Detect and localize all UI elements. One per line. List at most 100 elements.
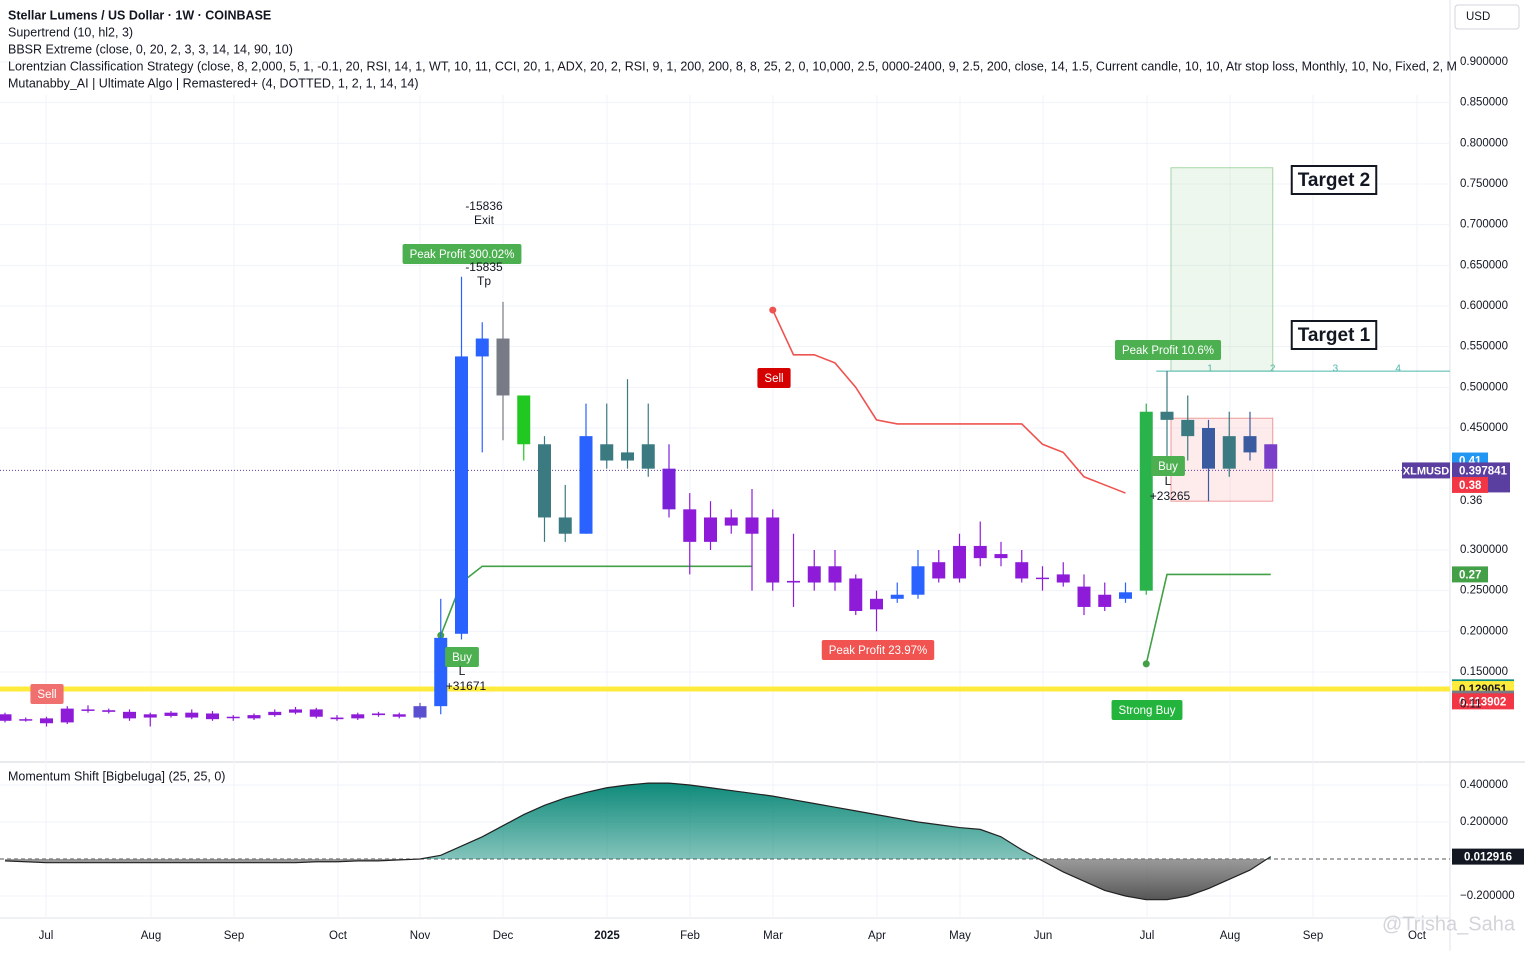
annotation: +31671 bbox=[446, 679, 487, 693]
annotation: -15836 bbox=[465, 199, 503, 213]
candle-body bbox=[309, 709, 323, 717]
candle-body bbox=[641, 444, 655, 469]
candle-body bbox=[60, 708, 74, 723]
y-tick-label: 0.200000 bbox=[1460, 816, 1508, 828]
y-tick-label: 0.650000 bbox=[1460, 259, 1508, 271]
x-tick-label: Dec bbox=[493, 930, 514, 942]
x-tick-label: Sep bbox=[224, 930, 244, 942]
candle-body bbox=[1015, 562, 1029, 579]
annotation: Strong Buy bbox=[1119, 705, 1176, 717]
annotation: Peak Profit 23.97% bbox=[829, 645, 927, 657]
x-tick-label: Feb bbox=[680, 930, 700, 942]
annotation-box bbox=[1290, 320, 1378, 350]
symbol-badge bbox=[1402, 462, 1450, 479]
candle-body bbox=[455, 356, 468, 634]
candle-body bbox=[475, 338, 489, 357]
annotation-box bbox=[821, 640, 935, 660]
supertrend-start bbox=[769, 306, 777, 314]
annotation: +23265 bbox=[1150, 489, 1191, 503]
x-tick-label: Mar bbox=[763, 930, 783, 942]
annotation: Target 1 bbox=[1298, 325, 1371, 346]
price-badge-label: 0.113902 bbox=[1459, 696, 1506, 708]
candle-body bbox=[724, 517, 738, 526]
x-tick-label: Aug bbox=[141, 930, 161, 942]
x-tick-label: Oct bbox=[1408, 930, 1427, 942]
candle-body bbox=[1077, 586, 1091, 607]
candle-body bbox=[392, 714, 406, 717]
y-tick-label: 0.800000 bbox=[1460, 137, 1508, 149]
candle-body bbox=[662, 468, 676, 510]
candle-body bbox=[870, 598, 883, 610]
candle-body bbox=[268, 711, 282, 716]
y-tick-label: 0.450000 bbox=[1460, 422, 1508, 434]
x-tick-label: May bbox=[949, 930, 971, 942]
candle-body bbox=[973, 545, 987, 559]
annotation: Buy bbox=[1158, 461, 1178, 473]
price-label: 0.11 bbox=[1460, 699, 1482, 711]
annotation: Peak Profit 300.02% bbox=[410, 249, 515, 261]
indicator: BBSR Extreme (close, 0, 20, 2, 3, 3, 14,… bbox=[8, 42, 293, 56]
candle-body bbox=[1056, 574, 1070, 583]
momentum-area-pos bbox=[5, 783, 1271, 859]
annotation: Exit bbox=[474, 213, 495, 227]
entry-label: 3 bbox=[1333, 364, 1339, 375]
candle-body bbox=[351, 714, 365, 719]
supertrend-line bbox=[1145, 573, 1271, 665]
supertrend-line bbox=[440, 565, 752, 636]
candle-body bbox=[953, 545, 966, 579]
candle-body bbox=[1036, 577, 1049, 580]
entry-label: 2 bbox=[1270, 364, 1276, 375]
candle-body bbox=[372, 713, 385, 716]
candle-body bbox=[330, 717, 344, 720]
y-tick-label: 0.850000 bbox=[1460, 97, 1508, 109]
target-zone bbox=[1170, 167, 1274, 372]
candle-body bbox=[1243, 436, 1257, 453]
indicator: Lorentzian Classification Strategy (clos… bbox=[8, 59, 1457, 73]
annotation: Sell bbox=[764, 373, 783, 385]
x-tick-label: Jul bbox=[1140, 930, 1155, 942]
currency-button[interactable] bbox=[1454, 4, 1520, 30]
candle-body bbox=[289, 709, 302, 713]
y-tick-label: 0.200000 bbox=[1460, 625, 1508, 637]
candle-body bbox=[911, 566, 925, 595]
y-tick-label: 0.150000 bbox=[1460, 666, 1508, 678]
momentum-badge-label: 0.012916 bbox=[1464, 852, 1512, 864]
candle-body bbox=[123, 711, 136, 719]
candle-body bbox=[1160, 411, 1174, 420]
price-badge-label: 0.38 bbox=[1459, 480, 1482, 492]
y-tick-label: 0.550000 bbox=[1460, 341, 1508, 353]
candle-body bbox=[102, 710, 116, 712]
candle-body bbox=[185, 712, 199, 718]
candle-body bbox=[206, 713, 219, 720]
annotation-box bbox=[1114, 340, 1222, 360]
x-tick-label: Sep bbox=[1303, 930, 1323, 942]
annotation-box bbox=[757, 368, 791, 388]
candle-body bbox=[787, 580, 800, 583]
candle-body bbox=[496, 338, 510, 396]
candle-body bbox=[19, 719, 33, 721]
price-badge bbox=[1452, 476, 1488, 493]
y-tick-label: 0.500000 bbox=[1460, 381, 1508, 393]
candle-body bbox=[828, 566, 842, 583]
candle-body bbox=[1222, 436, 1236, 469]
annotation: Buy bbox=[452, 652, 472, 664]
candle-body bbox=[704, 517, 717, 542]
candle-body bbox=[1139, 411, 1153, 591]
entry-label: 1 bbox=[1207, 364, 1213, 375]
y-tick-label: 0.750000 bbox=[1460, 178, 1508, 190]
annotation: Sell bbox=[37, 689, 56, 701]
price-badge-label: 0.27 bbox=[1459, 569, 1481, 581]
candle-body bbox=[1119, 592, 1132, 599]
currency[interactable]: USD bbox=[1466, 11, 1490, 23]
candle-body bbox=[766, 517, 780, 583]
candle-body bbox=[745, 517, 759, 534]
price-badge bbox=[1452, 566, 1488, 583]
candle-body bbox=[621, 452, 634, 461]
annotation-box bbox=[1111, 700, 1183, 720]
y-tick-label: 0.700000 bbox=[1460, 219, 1508, 231]
candle-body bbox=[994, 554, 1008, 559]
x-tick-label: Oct bbox=[329, 930, 348, 942]
candle-body bbox=[600, 444, 614, 461]
candle-body bbox=[247, 715, 261, 719]
